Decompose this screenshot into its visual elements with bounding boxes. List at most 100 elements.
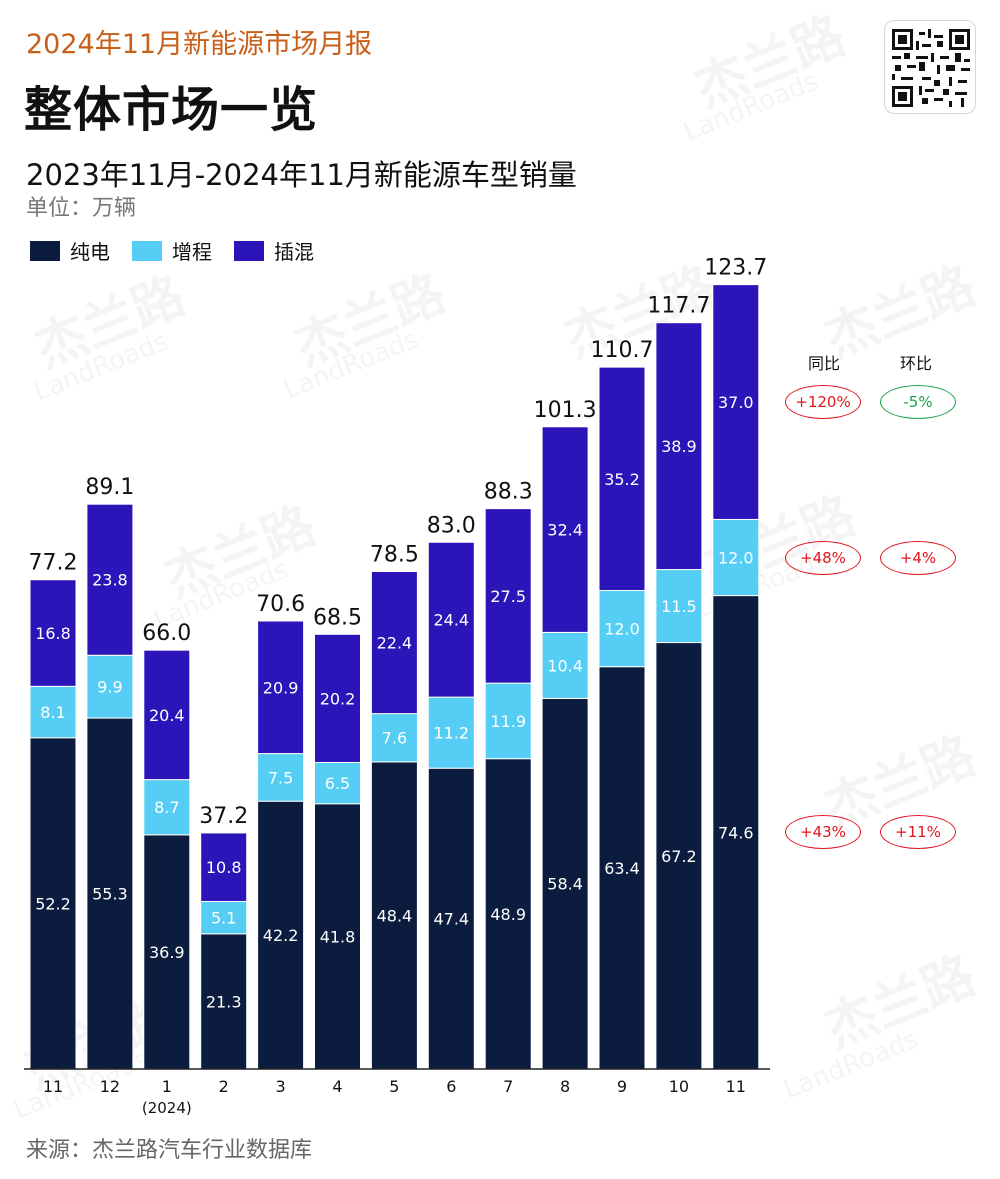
bev-value-label: 63.4 (604, 859, 640, 878)
bar-segment-bev (541, 697, 589, 1070)
bar-segment-phev (598, 366, 646, 592)
legend-label: 纯电 (70, 240, 110, 264)
qr-code (884, 20, 976, 114)
phev-value-label: 32.4 (547, 521, 583, 540)
x-tick-label: 12 (100, 1077, 120, 1096)
erev-value-label: 5.1 (211, 909, 236, 928)
bar-segment-bev (712, 595, 760, 1070)
yoy-change-badge: +48% (785, 540, 861, 575)
phev-value-label: 10.8 (206, 858, 242, 877)
bar-segment-phev (541, 426, 589, 633)
page-title: 整体市场一览 (24, 82, 319, 138)
bar-segment-phev (655, 322, 703, 571)
legend-item-erev: 增程 (132, 236, 212, 265)
erev-value-label: 8.1 (40, 703, 65, 722)
phev-value-label: 24.4 (433, 611, 469, 630)
x-tick-sublabel: (2024) (142, 1099, 192, 1117)
phev-value-label: 20.9 (263, 678, 299, 697)
bev-value-label: 55.3 (92, 885, 128, 904)
bev-value-label: 41.8 (320, 927, 356, 946)
bar-total-label: 78.5 (370, 542, 419, 567)
bar-total-label: 110.7 (591, 338, 654, 363)
bar-segment-erev (314, 761, 361, 805)
report-tag: 2024年11月新能源市场月报 (26, 29, 373, 60)
bar-total-label: 83.0 (427, 513, 476, 538)
x-tick-label: 9 (617, 1077, 627, 1096)
legend-item-bev: 纯电 (30, 236, 110, 265)
mom-header: 环比 (900, 354, 933, 373)
mom-change-badge: +4% (880, 540, 956, 575)
bar-segment-bev (370, 761, 418, 1070)
bar-segment-erev (427, 696, 475, 769)
bar-segment-erev (257, 753, 305, 802)
phev-value-label: 38.9 (661, 437, 697, 456)
phev-value-label: 20.2 (320, 689, 356, 708)
erev-value-label: 6.5 (325, 774, 350, 793)
bar-total-label: 123.7 (704, 256, 767, 281)
bar-segment-erev (86, 654, 134, 719)
bev-value-label: 67.2 (661, 847, 697, 866)
x-tick-label: 5 (389, 1077, 399, 1096)
yoy-change-badge: +43% (785, 815, 861, 850)
bar-segment-phev (86, 503, 134, 656)
bar-total-label: 70.6 (256, 592, 305, 617)
phev-value-label: 20.4 (149, 706, 185, 725)
bar-segment-bev (484, 758, 532, 1070)
bev-value-label: 48.9 (490, 905, 526, 924)
phev-value-label: 22.4 (377, 634, 413, 653)
bar-segment-phev (143, 649, 191, 781)
bar-total-label: 89.1 (85, 475, 134, 500)
phev-value-label: 37.0 (718, 393, 754, 412)
legend-swatch (132, 240, 162, 261)
phev-value-label: 16.8 (35, 624, 71, 643)
x-tick-label: 2 (219, 1077, 229, 1096)
erev-value-label: 11.2 (433, 724, 469, 743)
bar-segment-phev (370, 570, 418, 715)
erev-value-label: 10.4 (547, 656, 583, 675)
bar-segment-erev (655, 569, 703, 644)
bar-segment-phev (314, 633, 361, 763)
mom-change-badge: +11% (880, 815, 956, 850)
bar-segment-bev (257, 800, 305, 1070)
yoy-change-badge: +120% (785, 385, 861, 420)
erev-value-label: 8.7 (154, 798, 179, 817)
x-tick-label: 7 (503, 1077, 513, 1096)
bev-value-label: 42.2 (263, 926, 299, 945)
chart-legend: 纯电 增程 插混 (30, 236, 314, 265)
bar-segment-phev (427, 541, 475, 698)
yoy-header: 同比 (808, 354, 841, 373)
bev-value-label: 47.4 (433, 910, 469, 929)
erev-value-label: 12.0 (604, 620, 640, 639)
bar-segment-erev (143, 779, 191, 836)
bar-segment-phev (257, 620, 305, 755)
bar-segment-bev (143, 834, 191, 1070)
legend-label: 增程 (172, 240, 212, 264)
bev-value-label: 74.6 (718, 823, 754, 842)
unit-label: 单位：万辆 (26, 196, 137, 221)
erev-value-label: 7.5 (268, 768, 293, 787)
bar-total-label: 77.2 (29, 551, 78, 576)
bar-segment-phev (484, 508, 532, 684)
x-tick-label: 4 (332, 1077, 342, 1096)
phev-value-label: 23.8 (92, 571, 128, 590)
legend-item-phev: 插混 (234, 236, 314, 265)
x-tick-label: 1 (162, 1077, 172, 1096)
bar-segment-bev (86, 717, 134, 1070)
bar-total-label: 101.3 (534, 398, 597, 423)
x-tick-label: 8 (560, 1077, 570, 1096)
mom-change-badge: -5% (880, 385, 956, 420)
x-tick-label: 10 (669, 1077, 689, 1096)
bar-segment-phev (712, 284, 760, 520)
bar-segment-erev (200, 900, 248, 935)
bev-value-label: 52.2 (35, 894, 71, 913)
bev-value-label: 21.3 (206, 992, 242, 1011)
bar-segment-erev (29, 685, 77, 739)
erev-value-label: 9.9 (97, 678, 122, 697)
bev-value-label: 48.4 (377, 906, 413, 925)
bar-segment-bev (314, 803, 361, 1070)
legend-swatch (234, 240, 264, 261)
bar-total-label: 37.2 (199, 804, 248, 829)
bar-total-label: 68.5 (313, 605, 362, 630)
bar-segment-erev (598, 590, 646, 668)
